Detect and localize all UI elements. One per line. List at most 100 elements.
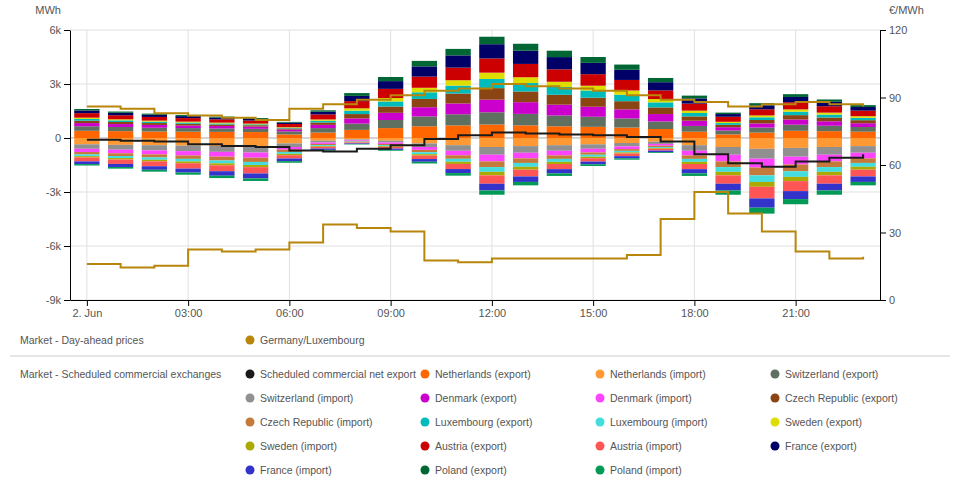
tick: 12:00 (479, 300, 507, 319)
y2-axis-title: €/MWh (889, 4, 924, 16)
tick: -9k (46, 294, 70, 306)
bar (513, 170, 538, 177)
bar (175, 159, 200, 162)
legend-entry: Netherlands (import) (596, 368, 706, 380)
bar (108, 153, 133, 156)
legend-label: Scheduled commercial net export (260, 368, 416, 380)
tick-label: 03:00 (175, 307, 203, 319)
bar (344, 141, 369, 143)
bar (817, 167, 842, 172)
bar (547, 69, 572, 81)
bar (277, 152, 302, 154)
bar (614, 153, 639, 156)
bar (817, 106, 842, 112)
y2-axis: 0306090120 (880, 24, 907, 306)
legend-entry: Czech Republic (import) (246, 416, 373, 428)
legend-label: Denmark (export) (435, 392, 517, 404)
tick: 6k (49, 24, 70, 36)
bar (547, 95, 572, 105)
bar (580, 74, 605, 86)
bar (310, 145, 335, 147)
bar (412, 116, 437, 126)
bar (378, 77, 403, 81)
bar (614, 143, 639, 146)
bar (310, 121, 335, 123)
bar (614, 80, 639, 91)
bar (817, 138, 842, 147)
bar (783, 199, 808, 204)
bar (715, 113, 740, 114)
bar (344, 141, 369, 143)
legend-entry: Luxembourg (import) (596, 416, 708, 428)
bar (74, 113, 99, 118)
bar (749, 187, 774, 199)
legend-entry: Switzerland (export) (771, 368, 879, 380)
bar-series (74, 58, 876, 127)
bar (614, 118, 639, 127)
bar (243, 158, 268, 162)
bar (547, 51, 572, 57)
bar (74, 152, 99, 154)
bar (850, 146, 875, 153)
bar (648, 82, 673, 90)
tick-mark (492, 300, 493, 306)
bar (648, 78, 673, 82)
bar (445, 49, 470, 55)
bar (74, 123, 99, 126)
tick-label: 30 (889, 227, 901, 239)
bar (412, 152, 437, 154)
bar (175, 163, 200, 168)
tick: 0 (880, 294, 895, 306)
bar-series (74, 139, 876, 158)
bar (277, 127, 302, 129)
bar (479, 100, 504, 113)
bar (850, 127, 875, 132)
bar (715, 175, 740, 183)
bar (749, 128, 774, 133)
bar (614, 109, 639, 118)
bar (682, 111, 707, 113)
legend-marker (596, 394, 605, 403)
bar-series (74, 79, 876, 128)
bar (547, 164, 572, 169)
bar (749, 182, 774, 187)
bar (243, 167, 268, 173)
bar (682, 96, 707, 99)
bar (580, 158, 605, 161)
bar (108, 164, 133, 167)
legend-entry: Luxembourg (export) (421, 416, 533, 428)
bar (445, 80, 470, 85)
bar (513, 77, 538, 83)
bar (243, 162, 268, 165)
bar (344, 111, 369, 114)
tick-label: 120 (889, 24, 907, 36)
bar (682, 155, 707, 159)
bar (310, 133, 335, 138)
tick-mark (880, 30, 886, 31)
tick-label: 15:00 (580, 307, 608, 319)
bar (108, 113, 133, 115)
bar (817, 175, 842, 183)
bar (817, 190, 842, 194)
bar (412, 107, 437, 116)
bar (209, 161, 234, 164)
bar (378, 120, 403, 128)
legend-marker (421, 442, 430, 451)
grid (70, 30, 880, 300)
legend-marker (421, 418, 430, 427)
tick-label: 3k (49, 78, 61, 90)
legend-entry: Sweden (import) (246, 440, 338, 452)
bar (682, 169, 707, 173)
bar (648, 149, 673, 151)
legend-entry: Denmark (import) (596, 392, 692, 404)
bar (749, 168, 774, 176)
bar (547, 138, 572, 145)
bar (513, 114, 538, 126)
x-axis: 2. Jun03:0006:0009:0012:0015:0018:0021:0… (71, 300, 881, 319)
bar (277, 128, 302, 129)
bar (513, 102, 538, 114)
bar (783, 181, 808, 191)
tick-mark (880, 300, 886, 301)
bar (412, 61, 437, 66)
bar (142, 125, 167, 128)
